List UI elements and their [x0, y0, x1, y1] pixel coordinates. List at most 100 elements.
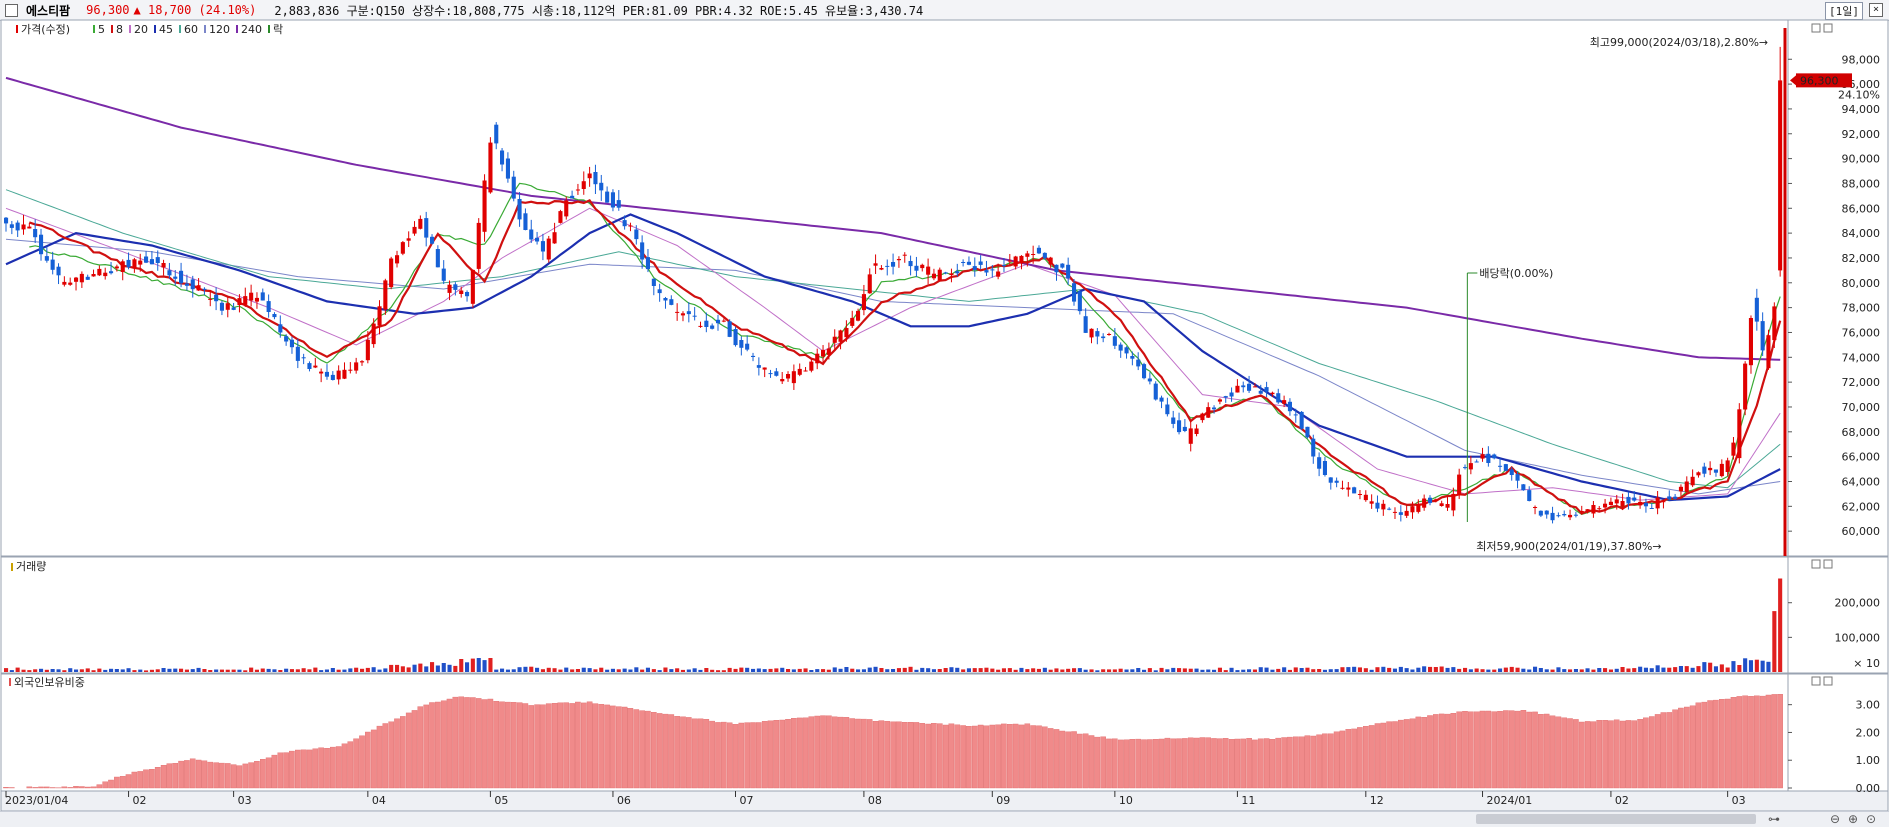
candle-body [1656, 498, 1660, 509]
candle-body [1154, 384, 1158, 400]
foreign-bar [179, 761, 184, 788]
foreign-bar [1071, 732, 1076, 789]
volume-bar [1031, 668, 1035, 672]
date-tick-label: 2023/01/04 [5, 794, 68, 807]
candle-body [990, 269, 994, 270]
volume-bar [1113, 669, 1117, 672]
foreign-bar [1597, 720, 1602, 788]
candle-body [1475, 462, 1479, 463]
candle-body [821, 350, 825, 357]
foreign-bar [780, 720, 785, 788]
volume-bar [1119, 669, 1123, 672]
foreign-bar [237, 766, 242, 788]
foreign-bar [272, 755, 277, 788]
foreign-bar [920, 723, 925, 788]
foreign-bar [984, 726, 989, 788]
foreign-bar [663, 714, 668, 788]
foreign-bar [861, 719, 866, 788]
foreign-bar [359, 736, 364, 788]
volume-bar [588, 668, 592, 672]
volume-bar [856, 669, 860, 672]
candle-body [1136, 360, 1140, 367]
foreign-bar [307, 750, 312, 788]
foreign-bar [1638, 719, 1643, 788]
volume-bar [1714, 666, 1718, 672]
foreign-bar [1480, 711, 1485, 788]
volume-bar [558, 670, 562, 672]
legend-label: 8 [116, 23, 123, 36]
candle-body [86, 277, 90, 280]
volume-bar [173, 669, 177, 672]
foreign-bar [1667, 712, 1672, 788]
zoom-reset-icon[interactable]: ⊙ [1866, 812, 1876, 826]
foreign-bar [955, 725, 960, 788]
candle-body [804, 371, 808, 372]
foreign-bar [108, 780, 113, 788]
candle-body [424, 218, 428, 238]
candle-body [1410, 506, 1414, 512]
candle-body [1072, 283, 1076, 301]
price-tag-label: 96,300 [1800, 74, 1839, 87]
candle-body [162, 263, 166, 268]
volume-bar [1019, 668, 1023, 672]
foreign-bar [1585, 721, 1590, 788]
candle-body [949, 273, 953, 275]
foreign-bar [1772, 694, 1777, 788]
volume-bar [1270, 670, 1274, 672]
date-tick-label: 06 [617, 794, 631, 807]
foreign-tick-label: 3.00 [1856, 699, 1881, 712]
foreign-bar [1334, 732, 1339, 788]
volume-bar [465, 662, 469, 672]
foreign-bar [1591, 722, 1596, 788]
scrollbar-thumb[interactable] [1476, 814, 1756, 824]
candle-body [1580, 511, 1584, 512]
chart-scrollbar[interactable]: ⊶ ⊖ ⊕ ⊙ [0, 811, 1889, 827]
volume-bar [1650, 668, 1654, 672]
date-tick-label: 12 [1370, 794, 1384, 807]
candle-body [150, 259, 154, 264]
volume-bar [1632, 668, 1636, 672]
foreign-bar [1147, 740, 1152, 789]
volume-bar [1644, 668, 1648, 672]
volume-bar [1054, 668, 1058, 672]
candle-body [1165, 405, 1169, 415]
candle-body [97, 269, 101, 275]
zoom-out-icon[interactable]: ⊖ [1830, 812, 1840, 826]
candle-body [302, 357, 306, 358]
volume-bar [383, 668, 387, 672]
volume-bar [494, 670, 498, 672]
volume-bar [1533, 667, 1537, 672]
foreign-bar [1492, 712, 1497, 788]
candle-body [798, 369, 802, 375]
candle-body [734, 329, 738, 345]
zoom-in-icon[interactable]: ⊕ [1848, 812, 1858, 826]
volume-bar [757, 669, 761, 673]
price-tick-label: 76,000 [1842, 326, 1881, 339]
candle-body [290, 340, 294, 348]
foreign-bar [1287, 737, 1292, 788]
foreign-bar [1527, 712, 1532, 788]
foreign-bar [1474, 712, 1479, 788]
volume-bar [1749, 660, 1753, 672]
candle-body [4, 218, 8, 224]
candle-body [1772, 306, 1776, 340]
candle-body [173, 277, 177, 279]
candle-body [938, 270, 942, 281]
candle-body [1288, 402, 1292, 411]
candle-body [1428, 498, 1432, 503]
volume-bar [827, 670, 831, 672]
volume-bar [138, 670, 142, 672]
candle-body [1422, 499, 1426, 508]
foreign-bar [1299, 737, 1304, 788]
candle-body [1119, 345, 1123, 351]
candle-body [337, 371, 341, 380]
foreign-bar [1031, 726, 1036, 789]
volume-bar [208, 670, 212, 672]
slider-icon[interactable]: ⊶ [1768, 812, 1780, 826]
candle-body [553, 232, 557, 243]
foreign-bar [289, 751, 294, 788]
foreign-bar [570, 703, 575, 788]
volume-bar [1375, 667, 1379, 672]
volume-bar [990, 669, 994, 672]
